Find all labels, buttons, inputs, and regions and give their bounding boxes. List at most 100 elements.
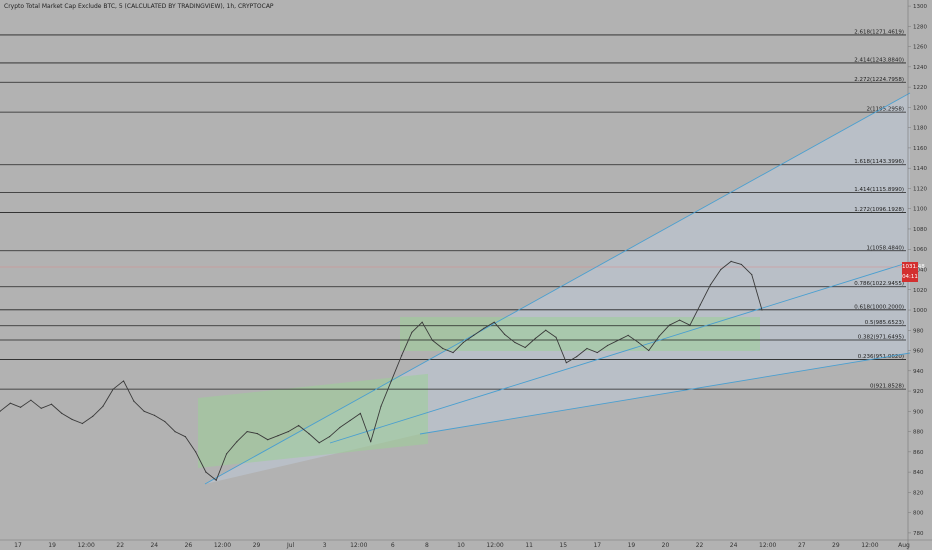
range-box-left bbox=[198, 373, 428, 468]
price-series-point bbox=[50, 403, 53, 405]
x-tick-label: 20 bbox=[662, 542, 670, 549]
price-series-point bbox=[534, 337, 537, 339]
price-series-point bbox=[215, 479, 217, 481]
price-series-point bbox=[256, 433, 259, 435]
y-tick-label: 900 bbox=[913, 409, 924, 415]
fib-level-label: 2.618(1271.4619) bbox=[854, 29, 904, 35]
price-series-point bbox=[359, 412, 362, 414]
x-tick-label: 24 bbox=[150, 542, 158, 549]
y-tick-label: 1260 bbox=[913, 45, 927, 51]
price-series-point bbox=[709, 284, 712, 286]
x-tick-label: 8 bbox=[425, 542, 429, 549]
price-series-point bbox=[164, 420, 166, 423]
price-series-point bbox=[184, 436, 186, 438]
price-countdown-tag: 04:11 bbox=[902, 272, 918, 282]
price-series-point bbox=[658, 335, 660, 337]
price-series-point bbox=[81, 422, 83, 425]
price-series-point bbox=[576, 356, 578, 358]
y-tick-label: 1000 bbox=[913, 308, 927, 314]
price-series-point bbox=[267, 439, 269, 441]
price-series-point bbox=[195, 451, 197, 453]
price-series-point bbox=[174, 430, 176, 433]
price-series-point bbox=[452, 351, 454, 354]
trendline-lower bbox=[419, 352, 911, 435]
y-tick-label: 1080 bbox=[913, 227, 927, 233]
price-series-point bbox=[0, 410, 1, 412]
x-tick-label: 22 bbox=[116, 542, 124, 549]
price-series-point bbox=[442, 347, 444, 350]
y-tick-label: 1040 bbox=[913, 267, 927, 273]
price-series-point bbox=[648, 349, 650, 352]
price-series-point bbox=[122, 380, 125, 382]
y-tick-label: 1160 bbox=[913, 146, 927, 152]
y-tick-label: 800 bbox=[913, 511, 924, 517]
price-series-point bbox=[370, 441, 372, 443]
x-tick-label: 12:00 bbox=[350, 542, 367, 549]
fib-level-label: 1(1058.4840) bbox=[866, 245, 904, 251]
price-series-point bbox=[751, 273, 753, 276]
price-series-point bbox=[431, 339, 434, 342]
price-series-point bbox=[328, 436, 331, 438]
price-series-point bbox=[287, 430, 289, 433]
price-series-point bbox=[349, 419, 351, 422]
price-series-point bbox=[133, 400, 135, 402]
price-series-point bbox=[30, 399, 32, 401]
price-series-point bbox=[61, 412, 63, 414]
price-series-point bbox=[596, 351, 598, 354]
price-series-point bbox=[236, 441, 238, 443]
x-tick-label: 3 bbox=[323, 542, 327, 549]
price-series-point bbox=[205, 471, 207, 473]
price-series-point bbox=[277, 435, 279, 437]
y-tick-label: 880 bbox=[913, 430, 924, 436]
x-axis-ticks: 17 19 12:00 22 24 26 12:00 29 Jul 3 12:00 6 8 10 12:00… bbox=[14, 542, 910, 549]
x-tick-label: 15 bbox=[559, 542, 567, 549]
fib-levels: 2.618(1271.4619) 2.414(1243.8840) 2.272(12… bbox=[0, 29, 906, 390]
price-series-point bbox=[740, 263, 743, 266]
y-tick-label: 820 bbox=[913, 490, 924, 496]
y-tick-label: 980 bbox=[913, 328, 924, 334]
y-tick-label: 1280 bbox=[913, 24, 927, 30]
price-series-point bbox=[298, 424, 300, 427]
x-tick-label: 26 bbox=[185, 542, 193, 549]
y-tick-label: 1200 bbox=[913, 105, 927, 111]
y-tick-label: 1180 bbox=[913, 126, 927, 132]
price-series-point bbox=[246, 430, 248, 433]
trendline-upper bbox=[204, 92, 911, 485]
x-tick-label: 29 bbox=[253, 542, 261, 549]
price-series-point bbox=[761, 309, 763, 311]
price-series-point bbox=[637, 341, 640, 344]
fib-level-label: 2.414(1243.8840) bbox=[854, 57, 904, 63]
x-tick-label: 12:00 bbox=[78, 542, 95, 549]
y-tick-label: 1140 bbox=[913, 166, 927, 172]
x-tick-label: 19 bbox=[48, 542, 56, 549]
x-tick-label: 22 bbox=[696, 542, 704, 549]
y-tick-label: 860 bbox=[913, 450, 924, 456]
y-tick-label: 780 bbox=[913, 531, 924, 537]
price-series-point bbox=[390, 380, 392, 382]
price-series-point bbox=[524, 346, 526, 349]
fib-level-label: 2.272(1224.7958) bbox=[854, 77, 904, 83]
x-tick-label: 17 bbox=[593, 542, 601, 549]
x-tick-label: 10 bbox=[457, 542, 465, 549]
fib-level-label: 0(921.8528) bbox=[870, 384, 904, 390]
price-series-point bbox=[483, 327, 485, 329]
price-series-point bbox=[473, 334, 475, 336]
x-tick-label: 29 bbox=[832, 542, 840, 549]
x-tick-label: 24 bbox=[730, 542, 738, 549]
fib-level-label: 1.618(1143.3996) bbox=[854, 159, 904, 165]
fib-level-label: 1.272(1096.1928) bbox=[854, 207, 904, 213]
price-series-point bbox=[462, 341, 464, 344]
price-series-point bbox=[71, 418, 73, 421]
price-series-point bbox=[92, 415, 94, 417]
x-tick-label: 12:00 bbox=[861, 542, 878, 549]
y-axis-ticks: 780 800 820 840 860 880 900 920 940 960 980 1000 102… bbox=[908, 4, 927, 537]
price-series-point bbox=[19, 406, 22, 408]
y-tick-label: 1300 bbox=[913, 4, 927, 10]
fib-level-label: 0.618(1000.2000) bbox=[854, 304, 904, 310]
price-series-point bbox=[627, 334, 629, 336]
trendline-middle bbox=[329, 261, 911, 444]
y-tick-label: 1100 bbox=[913, 207, 927, 213]
price-series-point bbox=[586, 347, 588, 350]
price-series-point bbox=[679, 319, 681, 321]
